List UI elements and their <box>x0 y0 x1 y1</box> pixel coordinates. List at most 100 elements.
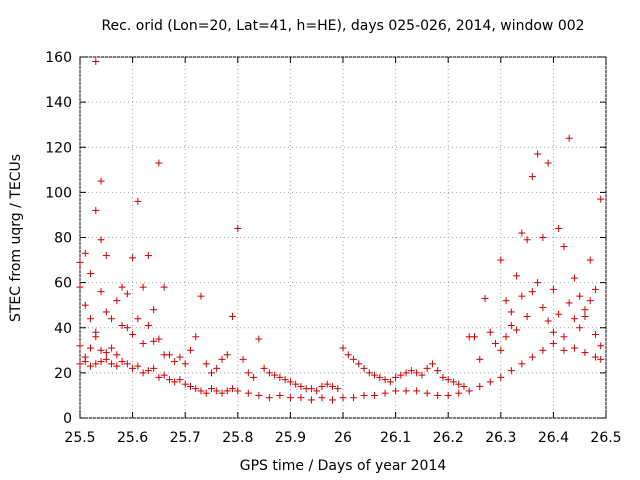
data-point <box>108 360 116 368</box>
y-tick-label: 160 <box>45 50 72 66</box>
data-point <box>428 360 436 368</box>
data-point <box>160 371 168 379</box>
y-tick-label: 60 <box>54 276 72 292</box>
data-point <box>81 358 89 366</box>
data-point <box>328 396 336 404</box>
data-point <box>123 290 131 298</box>
data-point <box>444 391 452 399</box>
data-point <box>134 362 142 370</box>
data-point <box>528 288 536 296</box>
data-point <box>565 299 573 307</box>
data-point <box>418 371 426 379</box>
data-point <box>544 317 552 325</box>
data-point <box>276 373 284 381</box>
data-point <box>97 358 105 366</box>
x-tick-label: 25.6 <box>117 430 148 446</box>
data-point <box>555 310 563 318</box>
data-point <box>544 159 552 167</box>
data-point <box>318 382 326 390</box>
data-point <box>281 376 289 384</box>
data-point <box>434 391 442 399</box>
data-point <box>402 387 410 395</box>
data-point <box>507 308 515 316</box>
x-tick-label: 25.9 <box>275 430 306 446</box>
data-point <box>471 333 478 341</box>
y-tick-label: 20 <box>54 366 72 382</box>
data-point <box>129 254 137 262</box>
data-point <box>118 283 126 291</box>
data-point <box>591 331 599 339</box>
data-point <box>597 342 605 350</box>
data-point <box>339 394 347 402</box>
data-point <box>250 373 258 381</box>
data-point <box>481 294 489 302</box>
data-point <box>276 391 284 399</box>
data-point <box>434 367 442 375</box>
data-point <box>129 364 137 372</box>
data-point <box>102 355 110 363</box>
data-point <box>423 364 431 372</box>
data-point <box>423 389 431 397</box>
data-point <box>197 292 205 300</box>
data-point <box>87 344 95 352</box>
data-point <box>171 358 179 366</box>
data-point <box>223 387 231 395</box>
data-point <box>313 387 321 395</box>
data-point <box>555 224 563 232</box>
data-point <box>497 346 505 354</box>
data-point <box>518 360 526 368</box>
data-point <box>297 382 305 390</box>
data-point <box>344 351 352 359</box>
data-point <box>328 382 336 390</box>
x-tick-label: 25.8 <box>222 430 253 446</box>
data-point <box>455 380 463 388</box>
data-point <box>586 256 594 264</box>
data-point <box>297 394 305 402</box>
data-point <box>150 364 158 372</box>
data-point <box>581 349 589 357</box>
data-point <box>397 371 405 379</box>
data-point <box>286 394 294 402</box>
data-point <box>155 159 163 167</box>
data-point <box>176 353 184 361</box>
data-point <box>591 285 599 293</box>
data-point <box>376 373 384 381</box>
data-point <box>518 229 526 237</box>
x-axis-ticks: 25.5 25.6 25.7 25.8 25.9 26 26.1 26.2 26.3 26.4 26… <box>64 57 622 446</box>
y-tick-label: 140 <box>45 95 72 111</box>
data-point <box>87 270 95 278</box>
data-point <box>339 344 347 352</box>
data-point <box>597 355 605 363</box>
data-point <box>118 321 126 329</box>
data-point <box>560 333 568 341</box>
data-point <box>155 373 163 381</box>
data-point <box>218 355 226 363</box>
y-tick-label: 100 <box>45 185 72 201</box>
data-point <box>186 346 194 354</box>
data-point <box>186 382 194 390</box>
data-points <box>76 58 605 404</box>
data-point <box>255 335 263 343</box>
data-point <box>513 272 521 280</box>
x-tick-label: 26.2 <box>433 430 464 446</box>
data-point <box>449 378 457 386</box>
data-point <box>229 312 237 320</box>
data-point <box>150 306 158 314</box>
data-point <box>497 373 505 381</box>
x-tick-label: 26.5 <box>590 430 621 446</box>
data-point <box>123 360 131 368</box>
data-point <box>581 306 589 314</box>
data-point <box>371 371 379 379</box>
data-point <box>486 378 494 386</box>
x-tick-label: 25.7 <box>170 430 201 446</box>
data-point <box>318 394 326 402</box>
data-point <box>502 333 510 341</box>
data-point <box>455 389 463 397</box>
data-point <box>97 288 105 296</box>
data-point <box>144 252 152 260</box>
data-point <box>218 389 226 397</box>
x-tick-label: 26.3 <box>485 430 516 446</box>
data-point <box>234 224 242 232</box>
data-point <box>360 364 368 372</box>
